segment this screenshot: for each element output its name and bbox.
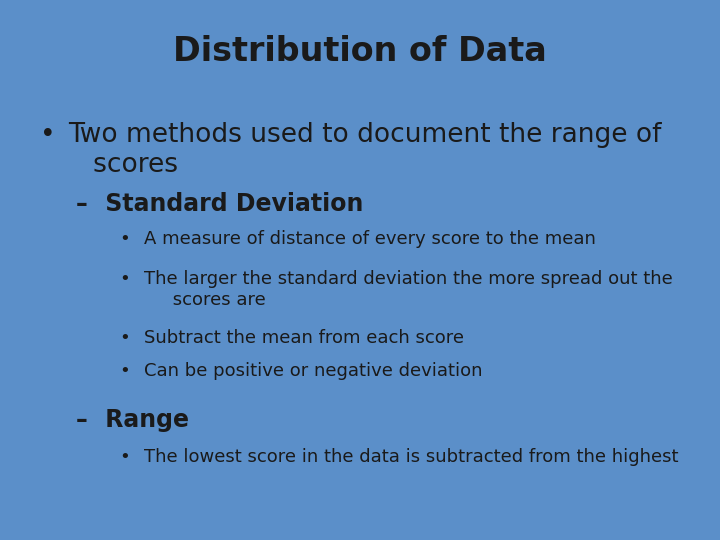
Text: Subtract the mean from each score: Subtract the mean from each score: [144, 329, 464, 347]
Text: A measure of distance of every score to the mean: A measure of distance of every score to …: [144, 230, 596, 247]
Text: Range: Range: [97, 408, 189, 431]
Text: Two methods used to document the range of
   scores: Two methods used to document the range o…: [68, 122, 662, 178]
Text: –: –: [76, 192, 87, 215]
Text: The larger the standard deviation the more spread out the
     scores are: The larger the standard deviation the mo…: [144, 270, 672, 309]
Text: •: •: [119, 362, 130, 380]
Text: Distribution of Data: Distribution of Data: [173, 35, 547, 68]
Text: •: •: [119, 230, 130, 247]
Text: •: •: [119, 448, 130, 466]
Text: Standard Deviation: Standard Deviation: [97, 192, 364, 215]
Text: •: •: [40, 122, 55, 147]
Text: •: •: [119, 270, 130, 288]
Text: Can be positive or negative deviation: Can be positive or negative deviation: [144, 362, 482, 380]
Text: –: –: [76, 408, 87, 431]
Text: •: •: [119, 329, 130, 347]
Text: The lowest score in the data is subtracted from the highest: The lowest score in the data is subtract…: [144, 448, 678, 466]
